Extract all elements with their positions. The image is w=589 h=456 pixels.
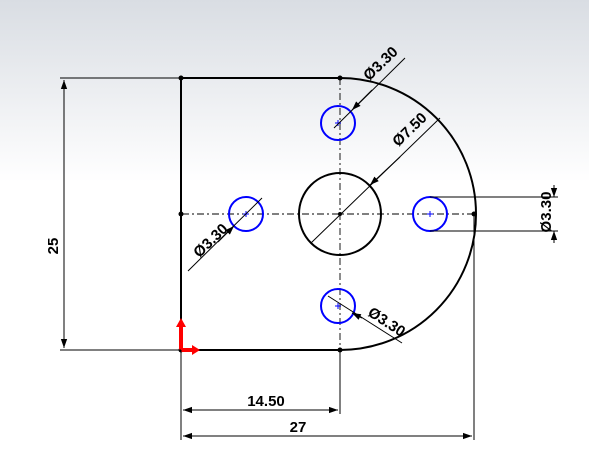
point-top-arc-start bbox=[337, 75, 343, 81]
dim-center-hole-label[interactable]: Ø7.50 bbox=[389, 109, 430, 150]
hole-left[interactable] bbox=[228, 196, 264, 232]
dim-left-leader-arrow bbox=[217, 225, 235, 243]
dim-bottom-leader bbox=[327, 295, 403, 344]
hole-bottom-center bbox=[335, 303, 341, 309]
hole-centers bbox=[243, 120, 433, 309]
dim-right-hole-label[interactable]: Ø3.30 bbox=[538, 192, 555, 233]
hole-top-center bbox=[335, 120, 341, 126]
dim-height-label[interactable]: 25 bbox=[45, 238, 62, 255]
center-hole[interactable] bbox=[298, 172, 382, 256]
hole-top[interactable] bbox=[320, 105, 356, 141]
dim-left-hole-label[interactable]: Ø3.30 bbox=[190, 220, 231, 261]
dim-top-hole-label[interactable]: Ø3.30 bbox=[360, 43, 401, 84]
hole-right-center bbox=[427, 211, 433, 217]
point-left-mid bbox=[178, 211, 184, 217]
origin-y-arrow-icon bbox=[176, 318, 186, 350]
point-right-mid bbox=[471, 211, 477, 217]
dim-partial-label[interactable]: 14.50 bbox=[247, 393, 285, 410]
dim-total-label[interactable]: 27 bbox=[290, 419, 307, 436]
origin-x-arrow-icon bbox=[181, 345, 200, 355]
point-center bbox=[338, 212, 342, 216]
dim-top-leader-arrow bbox=[351, 89, 373, 111]
small-holes[interactable] bbox=[228, 105, 448, 324]
dim-bottom-leader-arrow bbox=[351, 312, 363, 320]
dimensions bbox=[60, 57, 558, 440]
dim-center-leader-arrow bbox=[369, 156, 401, 186]
hole-bottom[interactable] bbox=[320, 288, 356, 324]
dim-bottom-hole-label[interactable]: Ø3.30 bbox=[365, 304, 409, 341]
origin-icon bbox=[176, 318, 200, 355]
